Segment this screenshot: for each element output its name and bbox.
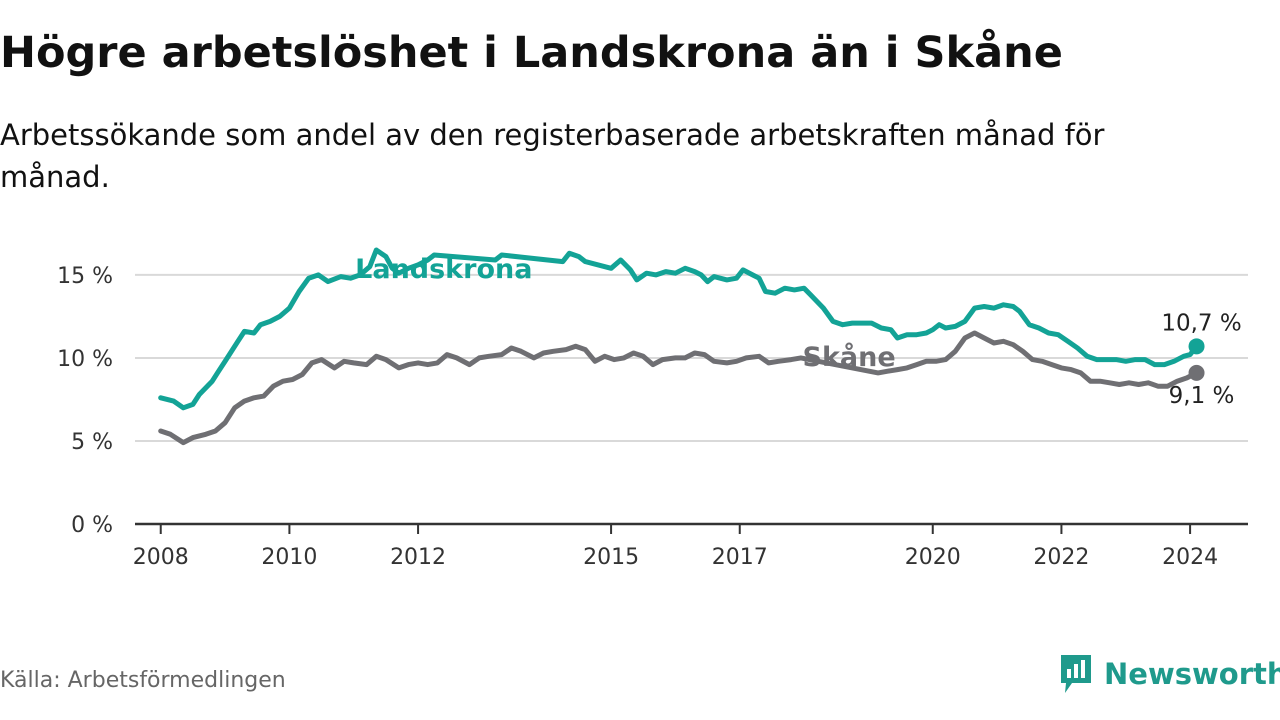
- series-lines: [158, 247, 1205, 446]
- series-label-landskrona: Landskrona: [355, 254, 532, 285]
- x-tick-label: 2010: [261, 545, 317, 570]
- end-point-skane: [1188, 364, 1205, 381]
- series-line-skane: [158, 330, 1199, 446]
- series-line-landskrona: [158, 247, 1199, 411]
- brand-logo[interactable]: Newsworthy: [1058, 651, 1280, 697]
- x-tick-label: 2008: [133, 545, 189, 570]
- x-tick-label: 2022: [1033, 545, 1089, 570]
- series-label-skane: Skåne: [803, 341, 896, 373]
- brand-name: Newsworthy: [1104, 657, 1280, 691]
- axes: 0 % 5 % 10 % 15 % 2008 2010 2012 2015 2017 2020 20…: [57, 264, 1248, 570]
- chart-subtitle: Arbetssökande som andel av den registerb…: [0, 118, 1105, 194]
- source-note: Källa: Arbetsförmedlingen: [0, 668, 286, 693]
- series-labels: Landskrona 10,7 % Skåne 9,1 %: [355, 254, 1242, 409]
- grid-lines: [135, 273, 1248, 442]
- y-tick-label: 15 %: [57, 264, 113, 289]
- newsworthy-logo-icon: [1061, 655, 1091, 693]
- x-tick-label: 2015: [583, 545, 639, 570]
- end-value-label-landskrona: 10,7 %: [1161, 310, 1241, 336]
- x-tick-label: 2017: [712, 545, 768, 570]
- x-tick-label: 2012: [390, 545, 446, 570]
- end-point-landskrona: [1188, 338, 1205, 355]
- x-tick-label: 2024: [1162, 545, 1218, 570]
- y-tick-label: 10 %: [57, 347, 113, 372]
- y-tick-label: 5 %: [71, 430, 113, 455]
- end-value-label-skane: 9,1 %: [1169, 383, 1235, 409]
- x-tick-label: 2020: [905, 545, 961, 570]
- chart-title: Högre arbetslöshet i Landskrona än i Skå…: [0, 28, 1063, 78]
- y-tick-label: 0 %: [71, 513, 113, 538]
